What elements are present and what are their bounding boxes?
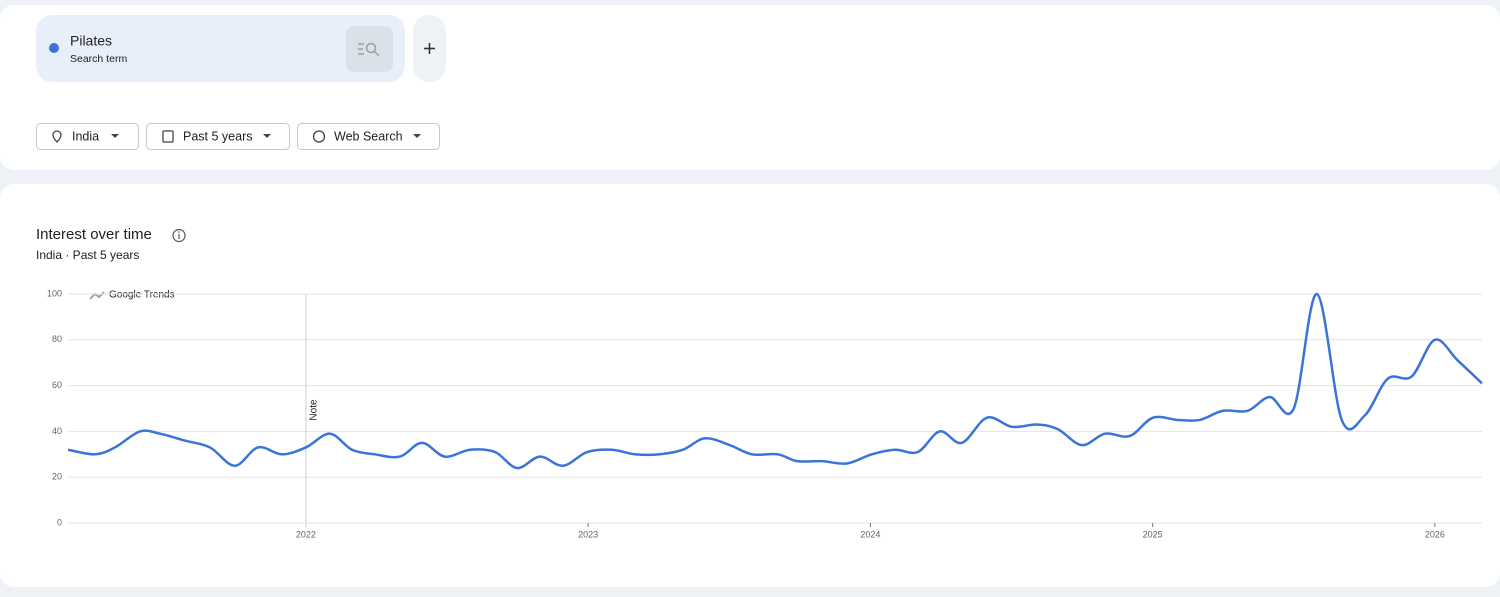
chart-title: Interest over time xyxy=(36,226,152,243)
globe-icon xyxy=(312,130,326,143)
time-filter[interactable] xyxy=(146,123,290,150)
y-tick-label: 20 xyxy=(52,472,62,482)
note-label[interactable]: Note xyxy=(309,399,320,421)
refine-icon xyxy=(358,42,380,57)
pin-icon xyxy=(52,130,62,143)
search-term-type: Search term xyxy=(70,53,127,65)
property-filter[interactable] xyxy=(297,123,440,150)
x-tick-label: 2022 xyxy=(296,529,316,539)
x-tick-label: 2024 xyxy=(860,529,880,539)
plus-icon xyxy=(424,43,435,54)
filter-label: Web Search xyxy=(334,129,403,143)
watermark: Google Trends xyxy=(109,290,175,301)
x-tick-label: 2026 xyxy=(1425,529,1445,539)
x-tick-label: 2023 xyxy=(578,529,598,539)
trend-line xyxy=(67,292,1483,470)
y-tick-label: 80 xyxy=(52,334,62,344)
search-term: Pilates xyxy=(70,33,112,49)
search-term-chip[interactable] xyxy=(36,15,405,82)
x-tick-label: 2025 xyxy=(1143,529,1163,539)
dropdown-arrow xyxy=(263,134,271,138)
filter-label: India xyxy=(72,129,99,143)
refine-button[interactable] xyxy=(346,26,393,72)
calendar-icon xyxy=(162,130,174,143)
info-icon[interactable] xyxy=(172,228,186,243)
term-color-dot xyxy=(49,43,59,53)
filter-label: Past 5 years xyxy=(183,129,252,143)
dropdown-arrow xyxy=(413,134,421,138)
y-tick-label: 0 xyxy=(57,517,62,527)
y-tick-label: 40 xyxy=(52,426,62,436)
chart-subtitle: India · Past 5 years xyxy=(36,248,139,262)
location-filter[interactable] xyxy=(36,123,139,150)
dropdown-arrow xyxy=(111,134,119,138)
y-tick-label: 60 xyxy=(52,380,62,390)
y-tick-label: 100 xyxy=(47,288,62,298)
